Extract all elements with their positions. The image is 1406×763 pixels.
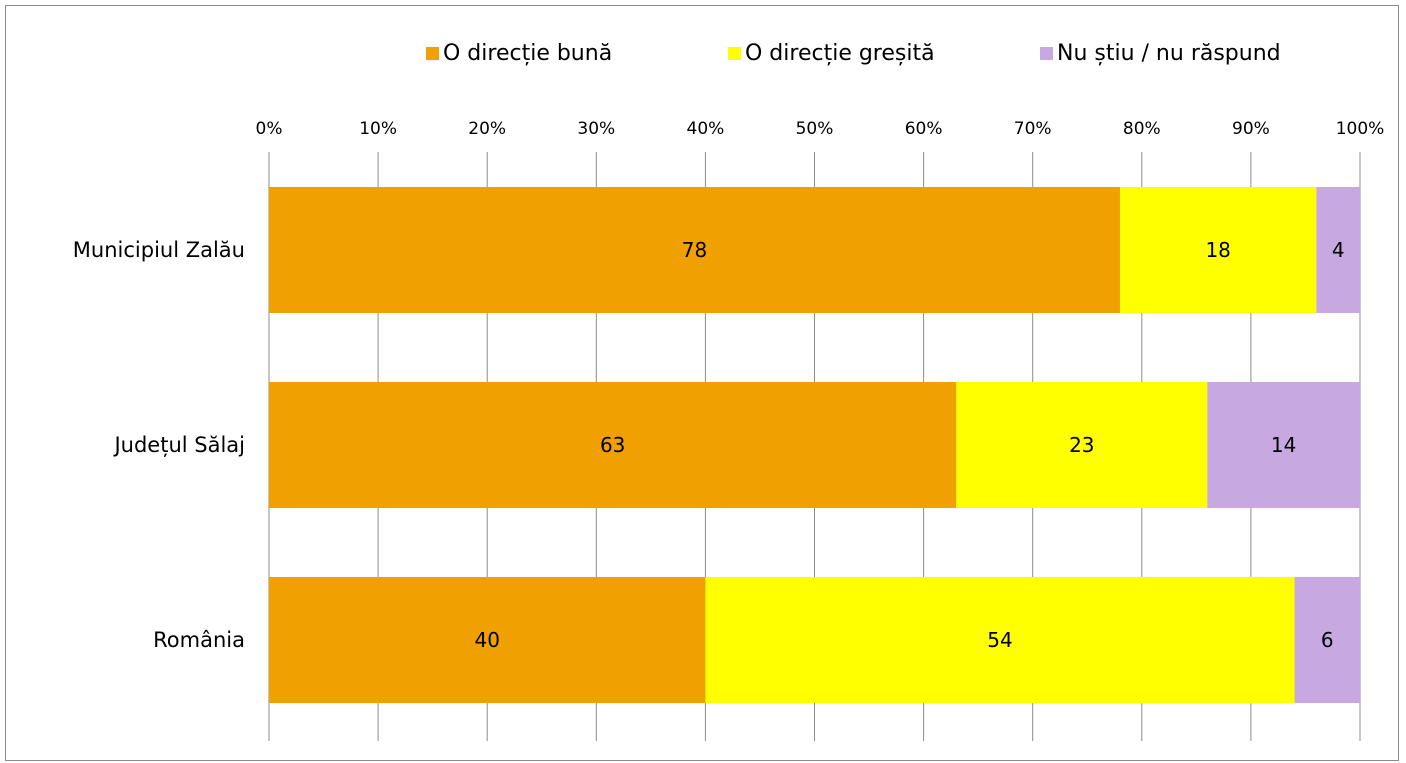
data-label: 18: [1205, 238, 1230, 262]
x-tick-label: 60%: [905, 119, 943, 139]
data-label: 40: [474, 628, 499, 652]
bar-segment: [956, 382, 1208, 508]
legend-item-wrong-direction: O direcție greșită: [728, 38, 935, 68]
category-label: România: [153, 628, 245, 652]
x-tick-label: 70%: [1014, 119, 1052, 139]
bar-segment: [269, 382, 957, 508]
category-label: Județul Sălaj: [112, 433, 245, 457]
x-tick-label: 100%: [1336, 119, 1385, 139]
bar-segment: [705, 577, 1295, 703]
legend-item-good-direction: O direcție bună: [426, 38, 612, 68]
legend-item-dont-know: Nu știu / nu răspund: [1040, 38, 1281, 68]
x-tick-label: 20%: [468, 119, 506, 139]
legend-swatch-dont-know: [1040, 46, 1053, 60]
legend-swatch-wrong-direction: [728, 46, 741, 60]
bar-segment: [1119, 187, 1317, 313]
bar-segment: [269, 577, 706, 703]
legend-label-good-direction: O direcție bună: [443, 40, 613, 66]
x-tick-label: 10%: [359, 119, 397, 139]
bar-segment: [269, 187, 1120, 313]
legend-label-dont-know: Nu știu / nu răspund: [1057, 40, 1281, 66]
data-label: 14: [1271, 433, 1296, 457]
bar-segment: [1207, 382, 1360, 508]
bar-segment: [1294, 577, 1360, 703]
x-tick-label: 0%: [256, 119, 283, 139]
data-label: 23: [1069, 433, 1094, 457]
legend-label-wrong-direction: O direcție greșită: [745, 40, 935, 66]
bar-segment: [1316, 187, 1360, 313]
data-label: 54: [987, 628, 1012, 652]
data-label: 6: [1321, 628, 1334, 652]
legend-swatch-good-direction: [426, 46, 439, 60]
data-label: 78: [682, 238, 707, 262]
x-tick-label: 80%: [1123, 119, 1161, 139]
data-label: 63: [600, 433, 625, 457]
category-label: Municipiul Zalău: [73, 238, 245, 262]
data-label: 4: [1332, 238, 1345, 262]
x-tick-label: 90%: [1232, 119, 1270, 139]
x-tick-label: 50%: [796, 119, 834, 139]
x-tick-label: 40%: [687, 119, 725, 139]
x-tick-label: 30%: [577, 119, 615, 139]
